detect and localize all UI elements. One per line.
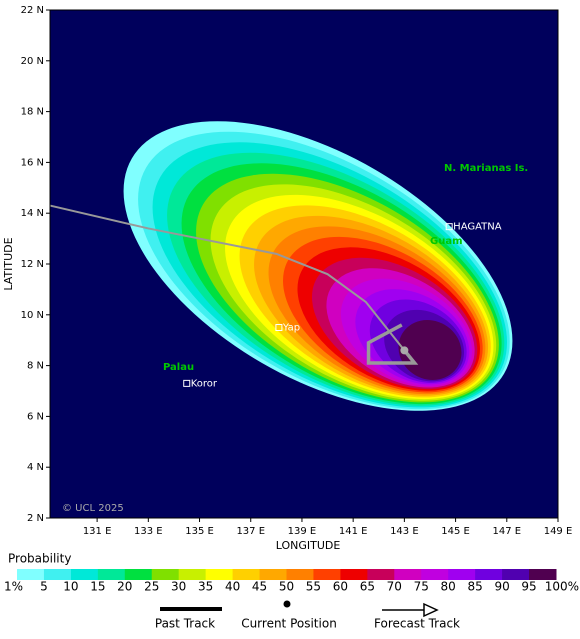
key-label: 85 — [468, 580, 483, 594]
key-label: 70 — [387, 580, 402, 594]
key-swatch — [151, 569, 180, 580]
key-label: 25 — [144, 580, 159, 594]
key-label: 20 — [117, 580, 132, 594]
key-swatch — [475, 569, 503, 580]
x-tick-label: 135 E — [185, 526, 214, 537]
legend-title: Probability — [8, 552, 71, 566]
x-axis-label: LONGITUDE — [276, 539, 341, 552]
key-label: 15 — [90, 580, 105, 594]
y-tick-label: 18 N — [21, 107, 44, 118]
y-tick-label: 6 N — [27, 411, 44, 422]
y-tick-label: 22 N — [21, 5, 44, 16]
past-track — [49, 204, 406, 351]
key-swatch — [286, 569, 314, 580]
legend-item: Forecast Track — [374, 617, 460, 631]
key-swatch — [367, 569, 395, 580]
current-position-key — [283, 600, 291, 608]
legend-item: Current Position — [241, 617, 337, 631]
x-tick-label: 143 E — [390, 526, 419, 537]
key-swatch — [178, 569, 207, 580]
key-label: 5 — [40, 580, 48, 594]
key-label: 100% — [545, 580, 579, 594]
key-swatch — [313, 569, 341, 580]
key-label: 30 — [171, 580, 186, 594]
map-layer: HAGATNA Yap Koror N. Marianas Is. Guam Palau — [49, 163, 528, 389]
key-label: 75 — [414, 580, 429, 594]
key-swatch — [259, 569, 287, 580]
x-tick-label: 145 E — [441, 526, 470, 537]
key-swatch — [421, 569, 449, 580]
x-tick-label: 149 E — [544, 526, 573, 537]
key-swatch — [124, 569, 153, 580]
region-label: Guam — [430, 236, 463, 247]
forecast-track — [366, 323, 419, 365]
key-label: 90 — [494, 580, 509, 594]
key-swatch — [70, 569, 99, 580]
key-swatch — [43, 569, 72, 580]
key-label: 45 — [252, 580, 267, 594]
x-tick-label: 139 E — [288, 526, 317, 537]
key-label: 65 — [360, 580, 375, 594]
copyright: © UCL 2025 — [62, 503, 124, 514]
key-label: 40 — [225, 580, 240, 594]
key-swatch — [340, 569, 368, 580]
key-swatch — [448, 569, 476, 580]
place-marker — [275, 324, 283, 331]
place-marker — [183, 379, 191, 387]
legend-item: Past Track — [155, 617, 215, 631]
key-swatch — [205, 569, 234, 580]
key-label: 35 — [198, 580, 213, 594]
y-tick-label: 12 N — [21, 259, 44, 270]
key-swatch — [394, 569, 422, 580]
y-tick-label: 16 N — [21, 157, 44, 168]
y-tick-label: 20 N — [21, 56, 44, 67]
y-tick-label: 14 N — [21, 208, 44, 219]
y-tick-label: 2 N — [27, 513, 44, 524]
key-swatch — [17, 569, 45, 580]
key-label: 55 — [306, 580, 321, 594]
key-swatch — [97, 569, 126, 580]
key-label: 80 — [441, 580, 456, 594]
x-tick-label: 131 E — [83, 526, 112, 537]
place-label: HAGATNA — [453, 222, 502, 233]
y-tick-label: 10 N — [21, 310, 44, 321]
key-swatch — [232, 569, 261, 580]
x-tick-label: 133 E — [134, 526, 163, 537]
region-label: Palau — [163, 362, 194, 373]
x-tick-label: 141 E — [339, 526, 368, 537]
place-label: Yap — [282, 323, 300, 334]
region-label: N. Marianas Is. — [444, 163, 528, 174]
key-swatch — [502, 569, 530, 580]
place-marker — [445, 223, 453, 231]
key-label: 60 — [333, 580, 348, 594]
key-label: 50 — [279, 580, 294, 594]
y-tick-label: 4 N — [27, 462, 44, 473]
y-axis-label: LATITUDE — [2, 237, 15, 290]
key-swatch — [529, 569, 557, 580]
y-tick-label: 8 N — [27, 361, 44, 372]
place-label: Koror — [191, 378, 218, 389]
x-tick-label: 137 E — [236, 526, 265, 537]
key-label: 95 — [521, 580, 536, 594]
key-label: 1% — [4, 580, 23, 594]
x-tick-label: 147 E — [492, 526, 521, 537]
current-position — [400, 346, 409, 355]
swath-band — [398, 320, 462, 380]
forecast-arrow-key — [423, 602, 439, 618]
key-label: 10 — [63, 580, 78, 594]
